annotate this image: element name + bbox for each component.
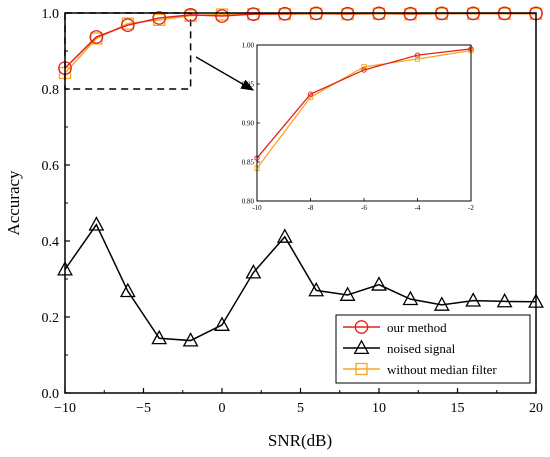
series-1-point <box>496 292 513 308</box>
series-1-point <box>151 329 168 345</box>
inset-y-tick-label: 0.95 <box>242 81 255 89</box>
inset-zoom-plot: -10 -8 -6 -4 -2 0.80 0.85 0.90 0.95 1.00 <box>242 42 475 213</box>
y-tick-label: 1.0 <box>42 7 60 22</box>
inset-y-tick-label: 1.00 <box>242 42 255 50</box>
y-tick-label: 0.6 <box>42 159 60 174</box>
series-1-point <box>402 290 419 306</box>
series-0-point <box>340 6 355 21</box>
inset-x-tick-label: -4 <box>415 204 421 212</box>
inset-series-line-0 <box>256 48 472 159</box>
x-axis-title: SNR(dB) <box>268 431 332 450</box>
inset-x-tick-label: -2 <box>468 204 474 212</box>
inset-y-tick-label: 0.90 <box>242 120 255 128</box>
series-1-point <box>214 316 230 331</box>
legend-marker-1 <box>353 339 370 354</box>
x-tick-label: −5 <box>136 401 151 416</box>
x-tick-label: 0 <box>219 401 226 416</box>
inset-x-tick-label: -6 <box>361 204 367 212</box>
series-1-point <box>465 292 482 307</box>
legend-label-1: noised signal <box>387 341 456 356</box>
x-tick-label: 5 <box>297 401 304 416</box>
y-tick-label: 0.0 <box>42 387 60 402</box>
legend: our method noised signal without median fi… <box>335 314 531 384</box>
series-1-point <box>276 228 293 243</box>
legend-label-2: without median filter <box>387 362 497 377</box>
series-1-point <box>371 276 387 291</box>
series-0-point <box>277 6 292 21</box>
series-0-point <box>246 7 261 21</box>
inset-x-tick-label: -10 <box>252 204 262 212</box>
y-tick-label: 0.8 <box>42 83 60 98</box>
main-plot-area: −10 −5 0 5 10 15 20 0.0 0.2 0.4 0.6 0.8 1.0 <box>42 6 544 416</box>
y-axis-title: Accuracy <box>4 170 23 236</box>
y-tick-label: 0.2 <box>42 311 60 326</box>
inset-series-2-point <box>414 56 421 62</box>
legend-label-0: our method <box>387 320 447 335</box>
y-tick-label: 0.4 <box>42 235 60 250</box>
inset-series-0-point <box>361 67 367 73</box>
inset-series-line-2 <box>256 49 472 169</box>
inset-y-tick-label: 0.85 <box>242 159 255 167</box>
legend-marker-0 <box>354 320 369 334</box>
inset-series-0-point <box>307 91 314 97</box>
series-0-point <box>403 6 418 21</box>
series-1-point <box>119 282 136 298</box>
series-0-point <box>183 8 198 22</box>
inset-x-tick-label: -8 <box>308 204 314 212</box>
series-1-point <box>308 281 325 297</box>
legend-marker-2 <box>355 362 368 376</box>
x-tick-label: 20 <box>529 401 543 416</box>
series-0-point <box>120 18 135 33</box>
zoom-arrow <box>195 56 255 91</box>
series-1-point <box>339 286 356 301</box>
series-1-point <box>433 296 450 311</box>
series-1-point <box>182 332 199 347</box>
inset-y-tick-label: 0.80 <box>242 198 255 206</box>
x-tick-label: −10 <box>54 401 76 416</box>
x-tick-label: 15 <box>451 401 465 416</box>
inset-background <box>257 45 471 201</box>
series-0-point <box>152 11 167 25</box>
series-line-1 <box>64 223 537 342</box>
series-0-point <box>215 9 229 23</box>
series-1-point <box>245 264 262 279</box>
series-0-point <box>89 30 104 44</box>
inset-series-0-point <box>414 52 421 58</box>
series-1-point <box>88 216 105 231</box>
x-tick-label: 10 <box>372 401 386 416</box>
inset-series-2-point <box>361 64 367 70</box>
